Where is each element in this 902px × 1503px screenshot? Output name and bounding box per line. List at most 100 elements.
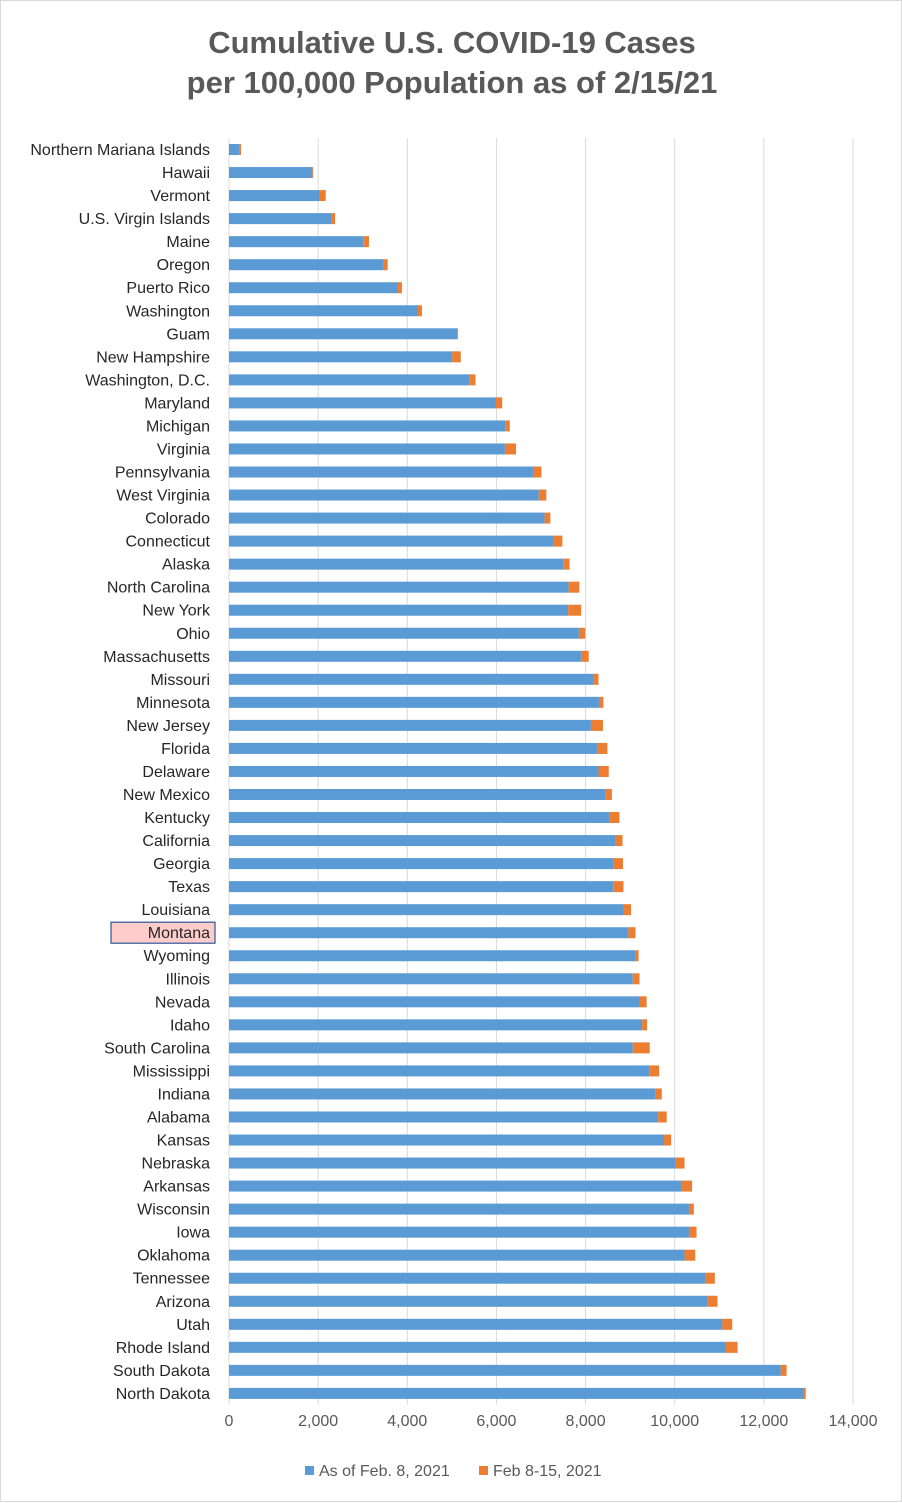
- bar-as-of-feb-8: [229, 1387, 804, 1399]
- bar-as-of-feb-8: [229, 1134, 665, 1146]
- category-label: California: [142, 833, 210, 850]
- category-label: South Carolina: [104, 1040, 210, 1057]
- bar-as-of-feb-8: [229, 305, 418, 317]
- category-label: Georgia: [153, 856, 210, 873]
- bar-feb-8-15: [505, 420, 510, 432]
- bar-as-of-feb-8: [229, 1042, 633, 1054]
- category-label: Northern Mariana Islands: [30, 142, 210, 159]
- category-label: Puerto Rico: [126, 280, 210, 297]
- bar-feb-8-15: [642, 1019, 648, 1031]
- bar-as-of-feb-8: [229, 351, 453, 363]
- category-label: Rhode Island: [116, 1340, 210, 1357]
- bar-as-of-feb-8: [229, 835, 616, 847]
- category-label: Indiana: [158, 1086, 211, 1103]
- bar-as-of-feb-8: [229, 719, 591, 731]
- bar-feb-8-15: [538, 489, 547, 501]
- category-label: Montana: [148, 925, 210, 942]
- bar-as-of-feb-8: [229, 558, 564, 570]
- category-label: Kentucky: [144, 810, 210, 827]
- bar-as-of-feb-8: [229, 927, 629, 939]
- bar-as-of-feb-8: [229, 1272, 706, 1284]
- bar-as-of-feb-8: [229, 535, 554, 547]
- bar-as-of-feb-8: [229, 144, 240, 156]
- bar-as-of-feb-8: [229, 397, 496, 409]
- category-label: Washington, D.C.: [85, 372, 210, 389]
- bar-feb-8-15: [457, 328, 459, 340]
- bar-feb-8-15: [649, 1065, 660, 1077]
- bar-as-of-feb-8: [229, 1249, 685, 1261]
- bar-feb-8-15: [635, 950, 639, 962]
- category-label: Idaho: [170, 1017, 210, 1034]
- bar-feb-8-15: [623, 904, 632, 916]
- bar-as-of-feb-8: [229, 604, 569, 616]
- bar-as-of-feb-8: [229, 328, 458, 340]
- bar-feb-8-15: [568, 604, 582, 616]
- bar-as-of-feb-8: [229, 696, 599, 708]
- x-tick-label: 10,000: [650, 1413, 699, 1430]
- bar-feb-8-15: [688, 1203, 694, 1215]
- x-tick-label: 4,000: [387, 1413, 427, 1430]
- bar-feb-8-15: [469, 374, 476, 386]
- x-tick-label: 12,000: [739, 1413, 788, 1430]
- bar-feb-8-15: [613, 858, 624, 870]
- category-label: Wyoming: [143, 948, 210, 965]
- bar-feb-8-15: [544, 512, 551, 524]
- category-label: Pennsylvania: [115, 465, 210, 482]
- category-label: U.S. Virgin Islands: [79, 211, 210, 228]
- bar-as-of-feb-8: [229, 213, 332, 225]
- bar-feb-8-15: [675, 1157, 685, 1169]
- bar-feb-8-15: [568, 581, 580, 593]
- bar-feb-8-15: [598, 696, 604, 708]
- category-label: Mississippi: [133, 1063, 210, 1080]
- category-label: Hawaii: [162, 165, 210, 182]
- category-label: Virginia: [157, 441, 210, 458]
- category-label: Florida: [161, 741, 210, 758]
- bar-as-of-feb-8: [229, 1364, 781, 1376]
- bar-as-of-feb-8: [229, 1065, 650, 1077]
- category-label: West Virginia: [116, 488, 210, 505]
- category-label: Guam: [166, 326, 210, 343]
- category-label: Minnesota: [136, 695, 210, 712]
- bar-as-of-feb-8: [229, 858, 614, 870]
- x-tick-label: 8,000: [566, 1413, 606, 1430]
- category-label: Missouri: [150, 672, 210, 689]
- bar-as-of-feb-8: [229, 1088, 656, 1100]
- bar-as-of-feb-8: [229, 950, 636, 962]
- bar-as-of-feb-8: [229, 650, 582, 662]
- bar-feb-8-15: [495, 397, 503, 409]
- category-label: New York: [142, 603, 211, 620]
- bar-feb-8-15: [705, 1272, 715, 1284]
- category-label: Nevada: [155, 994, 210, 1011]
- x-tick-label: 6,000: [476, 1413, 516, 1430]
- category-label: North Carolina: [107, 580, 210, 597]
- category-label: New Mexico: [123, 787, 210, 804]
- bar-as-of-feb-8: [229, 812, 610, 824]
- bar-feb-8-15: [593, 673, 599, 685]
- bar-feb-8-15: [597, 742, 608, 754]
- category-label: Colorado: [145, 511, 210, 528]
- bar-as-of-feb-8: [229, 881, 614, 893]
- chart-title-line-1: Cumulative U.S. COVID-19 Cases: [208, 25, 696, 60]
- bar-feb-8-15: [553, 535, 563, 547]
- category-label: Arizona: [156, 1294, 210, 1311]
- category-label: New Jersey: [126, 718, 210, 735]
- bar-feb-8-15: [452, 351, 461, 363]
- category-label: New Hampshire: [96, 349, 210, 366]
- bar-feb-8-15: [632, 1042, 650, 1054]
- legend-label-base: As of Feb. 8, 2021: [319, 1463, 450, 1480]
- bar-as-of-feb-8: [229, 1226, 690, 1238]
- bar-as-of-feb-8: [229, 443, 505, 455]
- bar-as-of-feb-8: [229, 581, 569, 593]
- category-label: Massachusetts: [103, 649, 210, 666]
- bar-feb-8-15: [658, 1111, 667, 1123]
- bar-feb-8-15: [331, 213, 336, 225]
- bar-as-of-feb-8: [229, 489, 539, 501]
- category-label: Vermont: [150, 188, 210, 205]
- x-tick-label: 14,000: [829, 1413, 878, 1430]
- bar-feb-8-15: [780, 1364, 787, 1376]
- x-tick-label: 0: [225, 1413, 234, 1430]
- bar-as-of-feb-8: [229, 1203, 689, 1215]
- chart-title: Cumulative U.S. COVID-19 Cases per 100,0…: [1, 23, 902, 103]
- bar-as-of-feb-8: [229, 627, 579, 639]
